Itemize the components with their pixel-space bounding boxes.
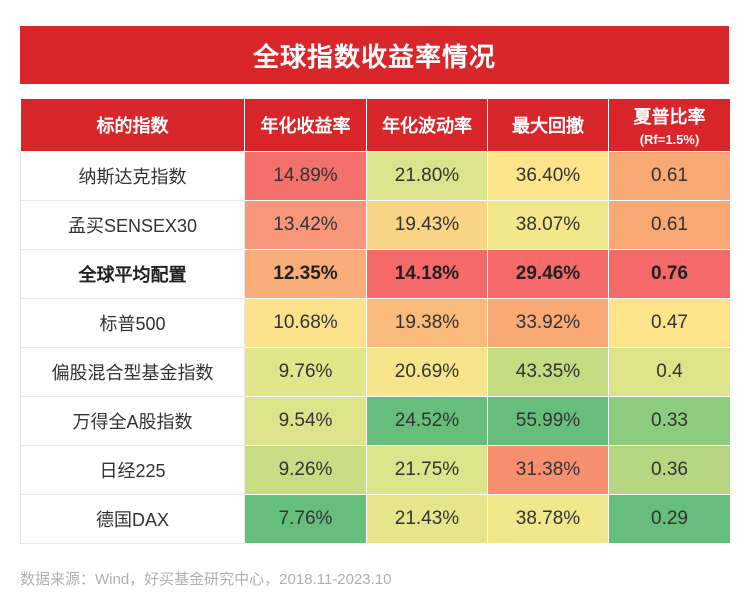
- header-annual-return: 年化收益率: [244, 98, 367, 152]
- index-name: 纳斯达克指数: [20, 151, 245, 201]
- index-name: 日经225: [20, 445, 245, 495]
- max-drawdown-cell: 55.99%: [487, 396, 609, 446]
- header-annual-volatility: 年化波动率: [366, 98, 488, 152]
- table-row: 偏股混合型基金指数 9.76% 20.69% 43.35% 0.4: [20, 347, 731, 397]
- annual-volatility-cell: 19.38%: [366, 298, 488, 348]
- annual-return-cell: 14.89%: [244, 151, 367, 201]
- table-row: 孟买SENSEX30 13.42% 19.43% 38.07% 0.61: [20, 200, 731, 250]
- table-row: 万得全A股指数 9.54% 24.52% 55.99% 0.33: [20, 396, 731, 446]
- sharpe-ratio-cell: 0.47: [608, 298, 731, 348]
- annual-volatility-cell: 24.52%: [366, 396, 488, 446]
- index-name: 标普500: [20, 298, 245, 348]
- table-row: 日经225 9.26% 21.75% 31.38% 0.36: [20, 445, 731, 495]
- sharpe-ratio-cell: 0.29: [608, 494, 731, 544]
- sharpe-ratio-cell: 0.76: [608, 249, 731, 299]
- annual-return-cell: 9.76%: [244, 347, 367, 397]
- max-drawdown-cell: 43.35%: [487, 347, 609, 397]
- index-name: 万得全A股指数: [20, 396, 245, 446]
- max-drawdown-cell: 33.92%: [487, 298, 609, 348]
- max-drawdown-cell: 38.07%: [487, 200, 609, 250]
- annual-volatility-cell: 21.80%: [366, 151, 488, 201]
- sharpe-ratio-cell: 0.33: [608, 396, 731, 446]
- index-name: 偏股混合型基金指数: [20, 347, 245, 397]
- annual-return-cell: 9.26%: [244, 445, 367, 495]
- max-drawdown-cell: 31.38%: [487, 445, 609, 495]
- sharpe-ratio-cell: 0.61: [608, 151, 731, 201]
- table-row: 德国DAX 7.76% 21.43% 38.78% 0.29: [20, 494, 731, 544]
- annual-volatility-cell: 14.18%: [366, 249, 488, 299]
- annual-volatility-cell: 21.43%: [366, 494, 488, 544]
- header-max-drawdown: 最大回撤: [487, 98, 609, 152]
- max-drawdown-cell: 29.46%: [487, 249, 609, 299]
- index-name: 全球平均配置: [20, 249, 245, 299]
- page-title: 全球指数收益率情况: [20, 26, 729, 84]
- sharpe-ratio-cell: 0.4: [608, 347, 731, 397]
- header-sharpe-label: 夏普比率: [633, 107, 706, 127]
- header-index: 标的指数: [20, 98, 245, 152]
- header-sharpe-ratio: 夏普比率 (Rf=1.5%): [608, 98, 731, 152]
- annual-volatility-cell: 20.69%: [366, 347, 488, 397]
- sharpe-ratio-cell: 0.61: [608, 200, 731, 250]
- index-returns-table: 标的指数 年化收益率 年化波动率 最大回撤 夏普比率 (Rf=1.5%) 纳斯达…: [20, 98, 731, 544]
- max-drawdown-cell: 38.78%: [487, 494, 609, 544]
- annual-volatility-cell: 21.75%: [366, 445, 488, 495]
- table-row: 纳斯达克指数 14.89% 21.80% 36.40% 0.61: [20, 151, 731, 201]
- annual-volatility-cell: 19.43%: [366, 200, 488, 250]
- table-header-row: 标的指数 年化收益率 年化波动率 最大回撤 夏普比率 (Rf=1.5%): [20, 98, 731, 152]
- index-name: 孟买SENSEX30: [20, 200, 245, 250]
- annual-return-cell: 10.68%: [244, 298, 367, 348]
- annual-return-cell: 12.35%: [244, 249, 367, 299]
- data-source-note: 数据来源：Wind，好买基金研究中心，2018.11-2023.10: [20, 571, 392, 588]
- annual-return-cell: 7.76%: [244, 494, 367, 544]
- sharpe-ratio-cell: 0.36: [608, 445, 731, 495]
- header-sharpe-subtitle: (Rf=1.5%): [639, 132, 700, 147]
- annual-return-cell: 13.42%: [244, 200, 367, 250]
- max-drawdown-cell: 36.40%: [487, 151, 609, 201]
- annual-return-cell: 9.54%: [244, 396, 367, 446]
- table-row: 标普500 10.68% 19.38% 33.92% 0.47: [20, 298, 731, 348]
- index-name: 德国DAX: [20, 494, 245, 544]
- table-row-highlight: 全球平均配置 12.35% 14.18% 29.46% 0.76: [20, 249, 731, 299]
